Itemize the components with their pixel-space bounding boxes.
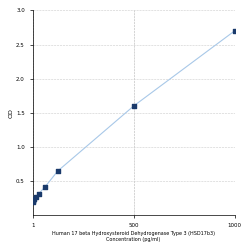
- Y-axis label: OD: OD: [8, 108, 13, 118]
- Point: [34, 195, 38, 199]
- Point: [233, 29, 237, 33]
- X-axis label: Human 17 beta Hydroxysteroid Dehydrogenase Type 3 (HSD17b3)
Concentration (pg/ml: Human 17 beta Hydroxysteroid Dehydrogena…: [52, 231, 215, 242]
- Point: [56, 169, 60, 173]
- Point: [132, 104, 136, 108]
- Point: [32, 197, 36, 201]
- Point: [31, 200, 35, 204]
- Point: [31, 199, 35, 203]
- Point: [31, 198, 35, 202]
- Point: [43, 185, 47, 189]
- Point: [37, 192, 41, 196]
